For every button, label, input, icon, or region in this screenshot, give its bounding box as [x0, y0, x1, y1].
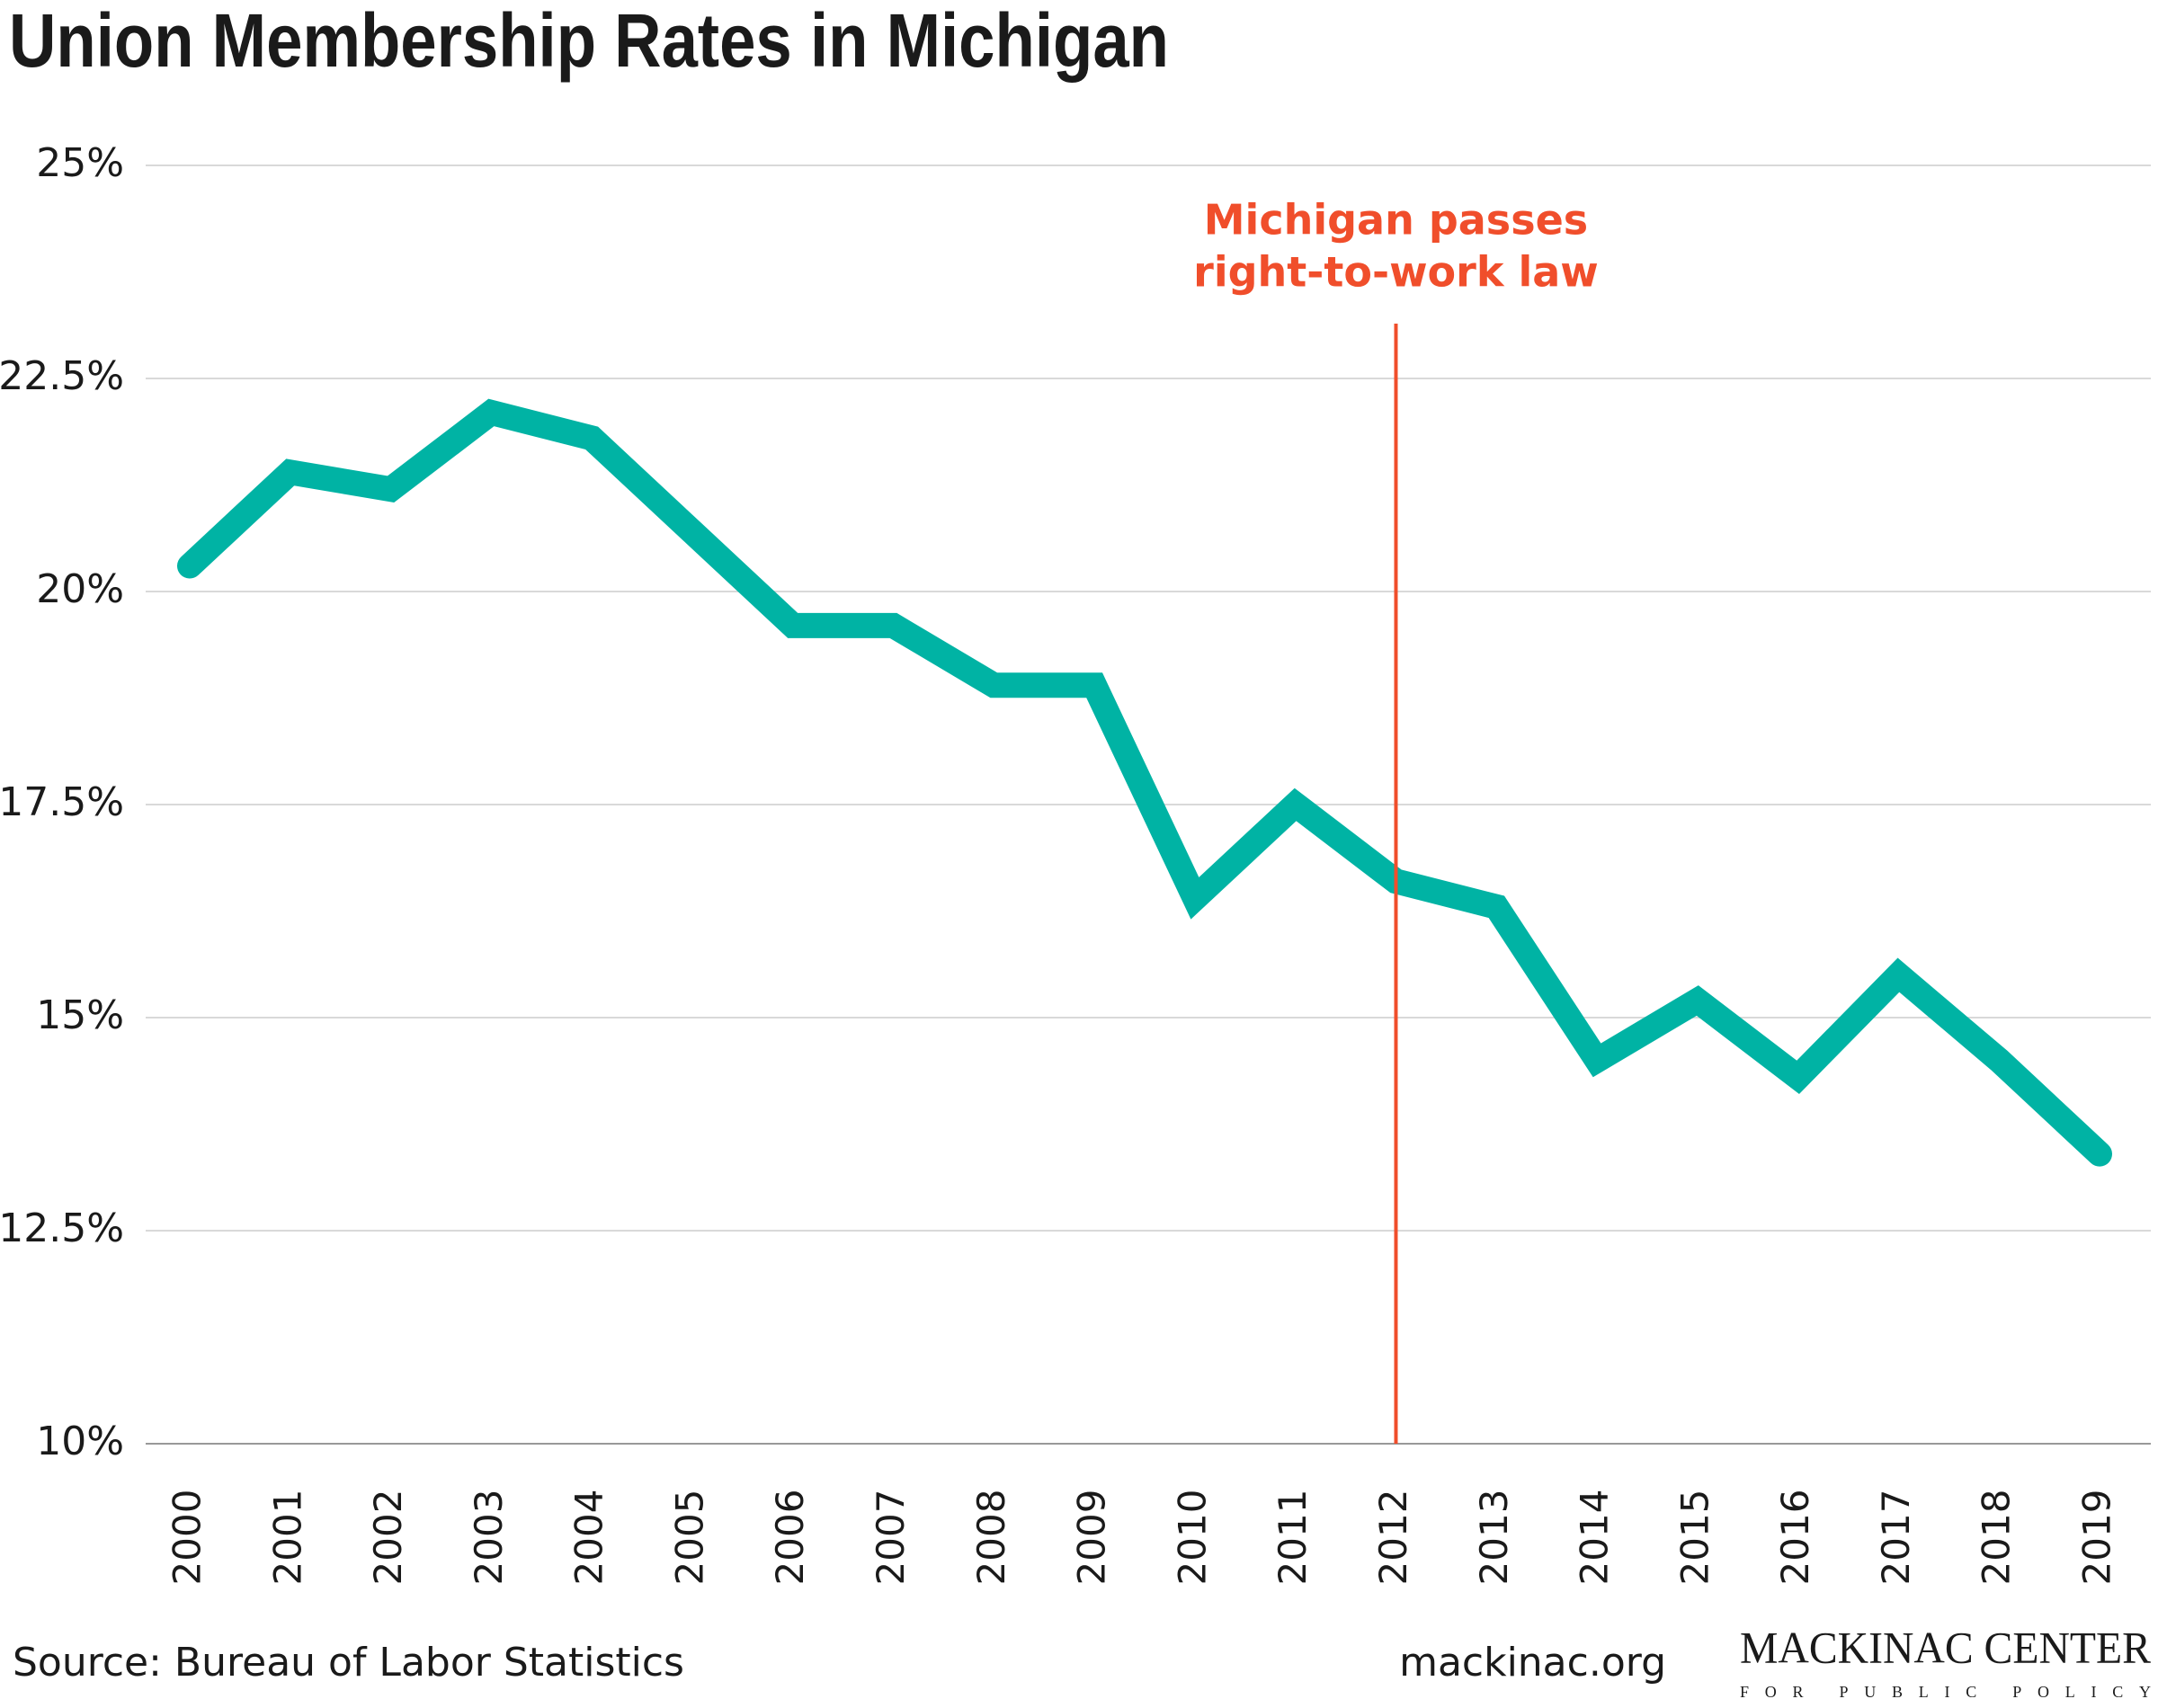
- x-tick-label: 2009: [1070, 1490, 1114, 1586]
- x-tick-label: 2008: [969, 1490, 1013, 1586]
- x-tick-label: 2017: [1874, 1490, 1918, 1586]
- website: mackinac.org: [1399, 1640, 1666, 1686]
- logo-name: MACKINAC CENTER: [1740, 1622, 2152, 1672]
- x-tick-label: 2010: [1170, 1490, 1214, 1586]
- x-tick-label: 2012: [1371, 1490, 1415, 1586]
- x-tick-label: 2004: [567, 1490, 611, 1586]
- y-tick-label: 10%: [36, 1419, 124, 1464]
- data-line: [177, 398, 2112, 1167]
- chart-title: Union Membership Rates in Michigan: [9, 0, 1169, 83]
- annotation-text: right-to-work law: [1193, 248, 1599, 297]
- x-tick-label: 2001: [265, 1490, 309, 1586]
- x-tick-label: 2002: [366, 1490, 410, 1586]
- x-tick-label: 2005: [667, 1490, 711, 1586]
- y-tick-label: 17.5%: [0, 779, 124, 825]
- x-tick-label: 2014: [1573, 1490, 1617, 1586]
- x-tick-label: 2000: [165, 1490, 210, 1586]
- x-tick-label: 2007: [869, 1490, 913, 1586]
- y-tick-label: 15%: [36, 992, 124, 1038]
- source: Source: Bureau of Labor Statistics: [13, 1640, 684, 1686]
- x-tick-label: 2006: [768, 1490, 812, 1586]
- y-tick-label: 25%: [36, 140, 124, 186]
- x-tick-label: 2013: [1472, 1490, 1516, 1586]
- x-tick-label: 2019: [2075, 1490, 2119, 1586]
- logo-tagline: FOR PUBLIC POLICY: [1740, 1683, 2151, 1701]
- annotation-text: Michigan passes: [1204, 196, 1588, 245]
- x-tick-label: 2015: [1672, 1490, 1717, 1586]
- y-tick-label: 20%: [36, 566, 124, 612]
- x-tick-label: 2016: [1773, 1490, 1817, 1586]
- x-tick-label: 2011: [1271, 1490, 1315, 1586]
- x-tick-label: 2018: [1975, 1490, 2019, 1586]
- y-tick-label: 12.5%: [0, 1205, 124, 1251]
- x-tick-label: 2003: [467, 1490, 511, 1586]
- y-tick-label: 22.5%: [0, 353, 124, 399]
